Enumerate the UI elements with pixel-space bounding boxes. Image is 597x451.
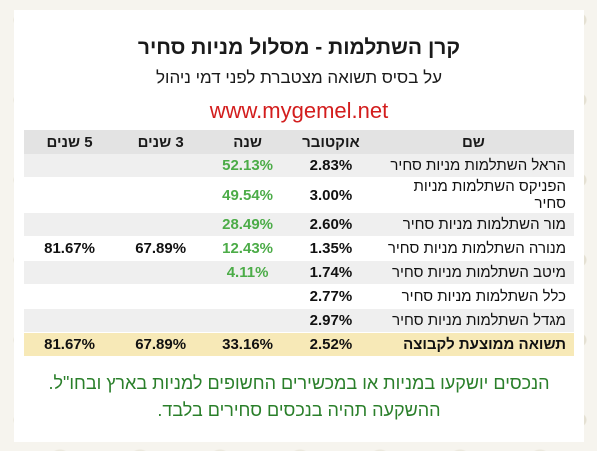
three-year-return (115, 308, 207, 333)
year-return: 28.49% (206, 212, 289, 237)
fund-name: הראל השתלמות מניות סחיר (372, 154, 574, 178)
october-return: 1.35% (288, 236, 373, 261)
year-return (206, 308, 289, 333)
table-row: מנורה השתלמות מניות סחיר 1.35% 12.43% 67… (24, 236, 574, 261)
average-year: 33.16% (206, 332, 289, 357)
fund-name: כלל השתלמות מניות סחיר (372, 284, 574, 309)
five-year-return (24, 212, 116, 237)
header-october: אוקטובר (288, 130, 373, 154)
header-five-years: 5 שנים (24, 130, 116, 154)
table-row: הראל השתלמות מניות סחיר 2.83% 52.13% (24, 154, 574, 178)
october-return: 2.60% (288, 212, 373, 237)
average-three-years: 67.89% (115, 332, 207, 357)
three-year-return (115, 177, 207, 213)
five-year-return (24, 154, 116, 178)
page-title: קרן השתלמות - מסלול מניות סחיר (137, 36, 461, 59)
table-header-row: שם אוקטובר שנה 3 שנים 5 שנים (24, 130, 574, 154)
table-row: מיטב השתלמות מניות סחיר 1.74% 4.11% (24, 260, 574, 285)
website-link[interactable]: www.mygemel.net (209, 98, 389, 123)
returns-table: שם אוקטובר שנה 3 שנים 5 שנים הראל השתלמו… (24, 130, 574, 357)
october-return: 2.97% (288, 308, 373, 333)
october-return: 1.74% (288, 260, 373, 285)
average-label: תשואה ממוצעת לקבוצה (372, 332, 574, 357)
average-row: תשואה ממוצעת לקבוצה 2.52% 33.16% 67.89% … (24, 332, 574, 357)
october-return: 2.83% (288, 154, 373, 178)
year-return: 12.43% (206, 236, 289, 261)
year-return: 52.13% (206, 154, 289, 178)
year-return (206, 284, 289, 309)
five-year-return (24, 284, 116, 309)
fund-name: מנורה השתלמות מניות סחיר (372, 236, 574, 261)
header-year: שנה (206, 130, 289, 154)
five-year-return (24, 308, 116, 333)
table-row: מגדל השתלמות מניות סחיר 2.97% (24, 308, 574, 333)
year-return: 4.11% (206, 260, 289, 285)
average-five-years: 81.67% (24, 332, 116, 357)
table-row: מור השתלמות מניות סחיר 2.60% 28.49% (24, 212, 574, 237)
content-card: קרן השתלמות - מסלול מניות סחיר על בסיס ת… (14, 10, 584, 442)
three-year-return (115, 284, 207, 309)
three-year-return: 67.89% (115, 236, 207, 261)
five-year-return (24, 177, 116, 213)
header-name: שם (372, 130, 574, 154)
fund-name: מגדל השתלמות מניות סחיר (372, 308, 574, 333)
average-october: 2.52% (288, 332, 373, 357)
investment-note: הנכסים יושקעו במניות או במכשירים החשופים… (48, 373, 550, 420)
fund-name: מיטב השתלמות מניות סחיר (372, 260, 574, 285)
table-row: כלל השתלמות מניות סחיר 2.77% (24, 284, 574, 309)
five-year-return: 81.67% (24, 236, 116, 261)
fund-name: הפניקס השתלמות מניות סחיר (372, 177, 574, 213)
october-return: 3.00% (288, 177, 373, 213)
three-year-return (115, 154, 207, 178)
fund-name: מור השתלמות מניות סחיר (372, 212, 574, 237)
october-return: 2.77% (288, 284, 373, 309)
table-row: הפניקס השתלמות מניות סחיר 3.00% 49.54% (24, 177, 574, 213)
year-return: 49.54% (206, 177, 289, 213)
three-year-return (115, 212, 207, 237)
header-three-years: 3 שנים (115, 130, 207, 154)
three-year-return (115, 260, 207, 285)
five-year-return (24, 260, 116, 285)
page-subtitle: על בסיס תשואה מצטברת לפני דמי ניהול (156, 68, 442, 87)
